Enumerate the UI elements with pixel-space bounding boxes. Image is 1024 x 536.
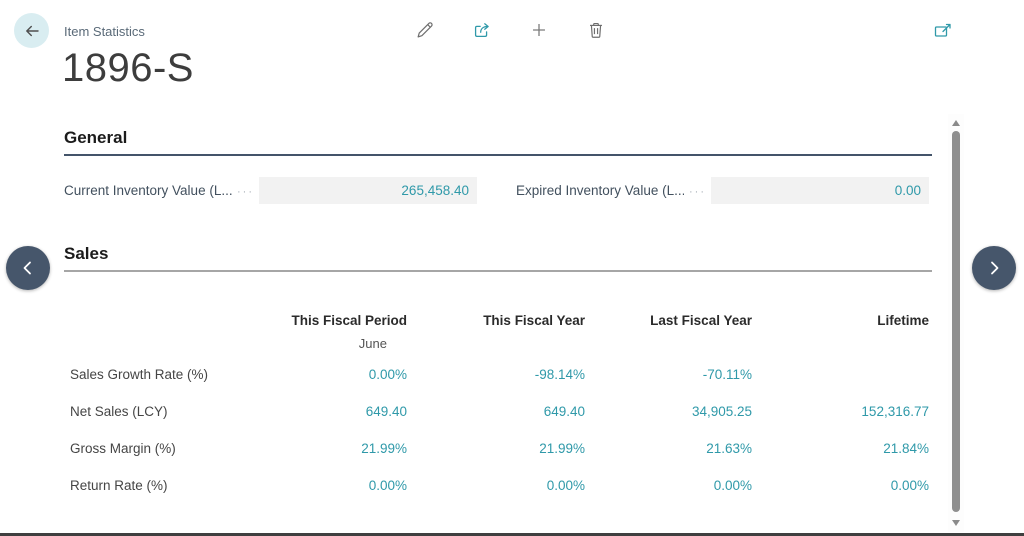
field-label: Expired Inventory Value (L...: [516, 183, 684, 198]
popout-icon: [933, 21, 953, 41]
field-value-box[interactable]: 0.00: [711, 177, 929, 204]
period-sublabel: June: [358, 336, 387, 351]
drilldown-value[interactable]: 0.00%: [890, 478, 929, 493]
row-label: Return Rate (%): [70, 478, 168, 493]
drilldown-value[interactable]: 34,905.25: [691, 404, 752, 419]
assist-edit-dots[interactable]: ···: [689, 185, 706, 198]
table-row: Sales Growth Rate (%) 0.00% -98.14% -70.…: [64, 356, 932, 393]
drilldown-value[interactable]: 21.99%: [539, 441, 585, 456]
chevron-left-icon: [16, 256, 40, 280]
edit-button[interactable]: [412, 17, 438, 43]
trash-icon: [585, 19, 607, 41]
table-row: Gross Margin (%) 21.99% 21.99% 21.63% 21…: [64, 430, 932, 467]
new-button[interactable]: [526, 17, 552, 43]
sales-section: Sales This Fiscal Period This Fiscal Yea…: [64, 244, 932, 504]
drilldown-value[interactable]: 21.99%: [361, 441, 407, 456]
drilldown-value[interactable]: 0.00%: [368, 478, 407, 493]
general-section: General Current Inventory Value (L... ··…: [64, 128, 932, 204]
window-bottom-edge: [0, 533, 1024, 536]
record-title: 1896-S: [62, 46, 194, 90]
plus-icon: [528, 19, 550, 41]
drilldown-value[interactable]: 21.84%: [883, 441, 929, 456]
vertical-scrollbar[interactable]: [948, 114, 964, 532]
table-row: Net Sales (LCY) 649.40 649.40 34,905.25 …: [64, 393, 932, 430]
column-header-this-fiscal-period: This Fiscal Period: [291, 312, 407, 328]
drilldown-value[interactable]: 0.00%: [546, 478, 585, 493]
row-label: Net Sales (LCY): [70, 404, 168, 419]
next-record-button[interactable]: [972, 246, 1016, 290]
assist-edit-dots[interactable]: ···: [237, 185, 254, 198]
back-button[interactable]: [14, 13, 49, 48]
field-expired-inventory-value: Expired Inventory Value (L... ··· 0.00: [516, 177, 929, 204]
row-label: Gross Margin (%): [70, 441, 176, 456]
field-label: Current Inventory Value (L...: [64, 183, 232, 198]
table-subheader-row: June: [64, 331, 932, 356]
share-icon: [471, 19, 493, 41]
drilldown-value[interactable]: 152,316.77: [861, 404, 929, 419]
column-header-last-fiscal-year: Last Fiscal Year: [650, 312, 752, 328]
general-section-heading[interactable]: General: [64, 128, 932, 156]
drilldown-value[interactable]: -98.14%: [534, 367, 585, 382]
share-button[interactable]: [469, 17, 495, 43]
drilldown-value[interactable]: 0.00%: [368, 367, 407, 382]
chevron-right-icon: [982, 256, 1006, 280]
back-arrow-icon: [22, 21, 42, 41]
column-header-lifetime: Lifetime: [877, 312, 929, 328]
row-label: Sales Growth Rate (%): [70, 367, 209, 382]
drilldown-value[interactable]: -70.11%: [702, 367, 752, 382]
field-current-inventory-value: Current Inventory Value (L... ··· 265,45…: [64, 177, 477, 204]
delete-button[interactable]: [583, 17, 609, 43]
open-in-new-window-button[interactable]: [931, 19, 955, 43]
scrollbar-thumb[interactable]: [952, 131, 960, 512]
general-fields: Current Inventory Value (L... ··· 265,45…: [64, 177, 932, 204]
table-row: Return Rate (%) 0.00% 0.00% 0.00% 0.00%: [64, 467, 932, 504]
page-caption: Item Statistics: [64, 24, 145, 39]
sales-section-heading[interactable]: Sales: [64, 244, 932, 272]
action-toolbar: [412, 17, 609, 43]
drilldown-value[interactable]: 649.40: [543, 404, 585, 419]
edit-pencil-icon: [414, 19, 436, 41]
column-header-this-fiscal-year: This Fiscal Year: [483, 312, 585, 328]
sales-statistics-table: This Fiscal Period This Fiscal Year Last…: [64, 309, 932, 504]
drilldown-value[interactable]: 649.40: [365, 404, 407, 419]
field-value-box[interactable]: 265,458.40: [259, 177, 477, 204]
scroll-up-arrow-icon[interactable]: [952, 120, 960, 126]
drilldown-value[interactable]: 0.00%: [713, 478, 752, 493]
scroll-down-arrow-icon[interactable]: [952, 520, 960, 526]
table-header-row: This Fiscal Period This Fiscal Year Last…: [64, 309, 932, 331]
previous-record-button[interactable]: [6, 246, 50, 290]
drilldown-value[interactable]: 21.63%: [706, 441, 752, 456]
